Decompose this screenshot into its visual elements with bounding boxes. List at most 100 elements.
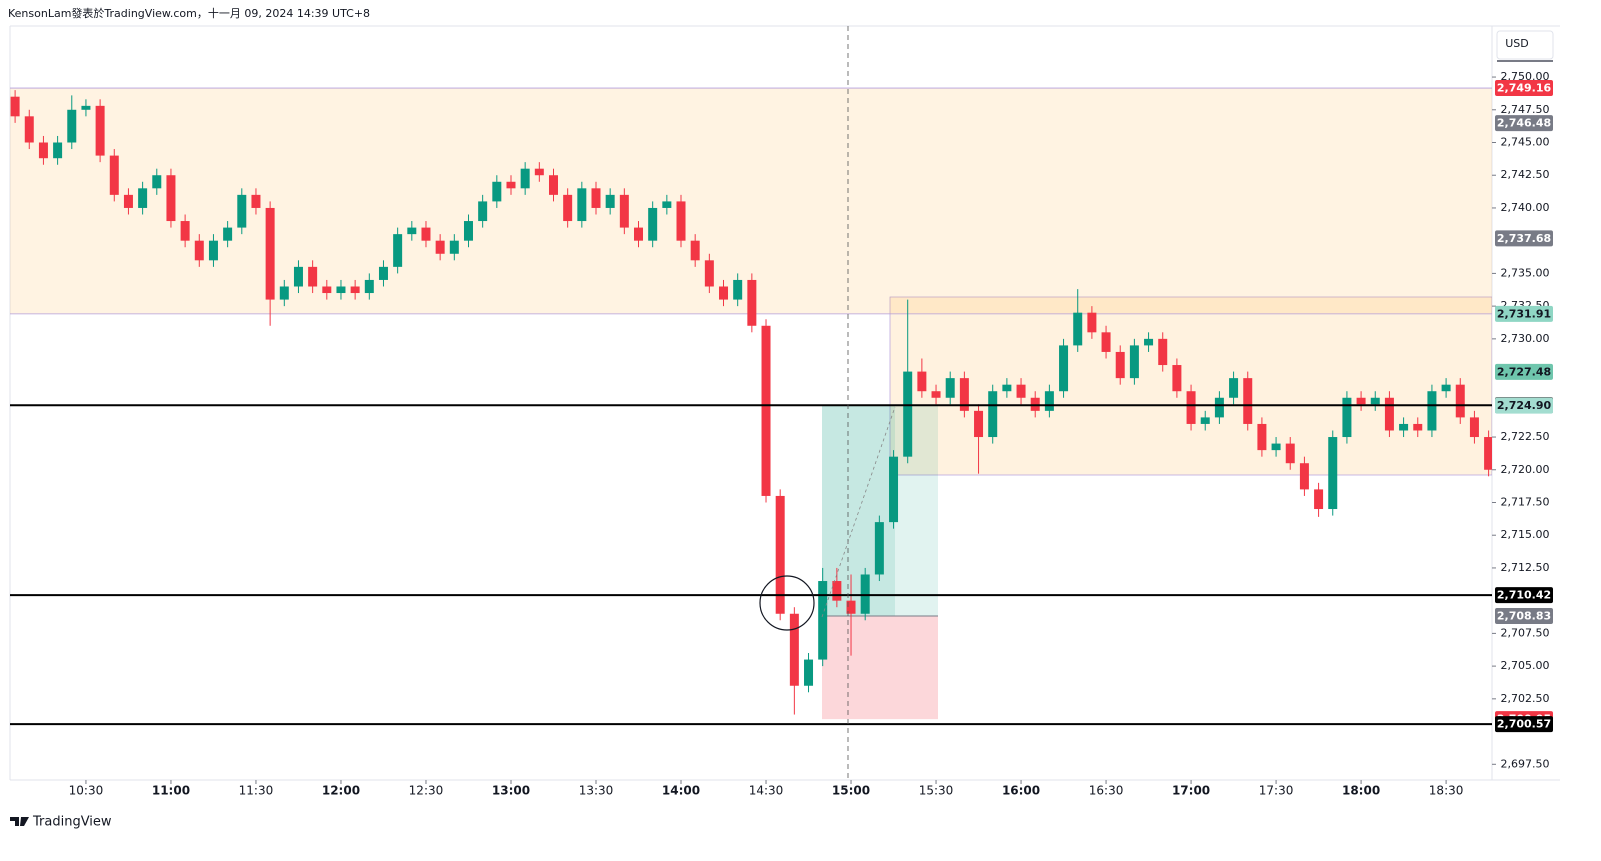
currency-box[interactable]	[1496, 30, 1554, 60]
axes: 2,750.00 2,747.50 2,745.00 2,742.50 2,740.00…	[69, 70, 1553, 798]
candle-body	[1087, 312, 1097, 333]
x-tick-label: 18:30	[1429, 784, 1464, 798]
candle-body	[832, 581, 842, 601]
candle-body	[350, 286, 360, 294]
candle-body	[95, 105, 105, 156]
y-tick-label: 2,717.50	[1501, 495, 1550, 508]
candle-body	[1328, 437, 1338, 510]
candle-body	[1059, 345, 1069, 392]
x-tick-label: 14:30	[749, 784, 784, 798]
candle-body	[761, 325, 771, 496]
candle-body	[1271, 443, 1281, 451]
brand-name: TradingView	[32, 815, 112, 830]
candle-body	[804, 659, 814, 686]
candle-body	[619, 194, 629, 228]
candle-body	[577, 188, 587, 222]
x-tick-label: 11:00	[152, 784, 190, 798]
candle-body	[1172, 365, 1182, 392]
price-label-bg	[1495, 305, 1553, 322]
price-label-bg	[1495, 587, 1553, 604]
x-tick-label: 12:30	[409, 784, 444, 798]
candle-body	[1342, 397, 1352, 438]
annotation-circle	[759, 575, 815, 631]
candle-body	[67, 109, 77, 143]
price-label: 2,700.57	[1497, 718, 1551, 731]
candle-body	[81, 105, 91, 110]
y-tick-label: 2,742.50	[1501, 168, 1550, 181]
price-label: 2,727.48	[1497, 365, 1551, 378]
brand-logo	[10, 817, 29, 826]
candle-body	[648, 207, 658, 241]
candle-body	[1441, 384, 1451, 392]
candle-body	[1484, 437, 1492, 470]
candle-body	[24, 116, 34, 143]
candle-body	[662, 201, 672, 208]
y-tick-label: 2,705.00	[1501, 659, 1550, 672]
candle-body	[138, 188, 148, 208]
candle-body	[1285, 443, 1295, 464]
candle-body	[180, 221, 190, 241]
candles	[10, 90, 1492, 715]
candle-body	[407, 227, 417, 235]
price-label-bg	[1495, 607, 1553, 624]
candle-body	[1469, 417, 1479, 438]
x-tick-label: 13:30	[579, 784, 614, 798]
candle-body	[1427, 391, 1437, 431]
price-label-bg	[1495, 363, 1553, 380]
candle-body	[1144, 338, 1154, 346]
x-tick-label: 12:00	[322, 784, 360, 798]
candle-body	[874, 522, 884, 575]
candle-body	[265, 207, 275, 300]
y-tick-label: 2,730.00	[1501, 332, 1550, 345]
candle-body	[152, 175, 162, 189]
candle-body	[1073, 312, 1083, 346]
price-label: 2,749.16	[1497, 82, 1552, 95]
candle-body	[704, 260, 714, 287]
candle-body	[534, 168, 544, 176]
candle-body	[846, 600, 856, 614]
y-tick-label: 2,712.50	[1501, 561, 1550, 574]
x-tick-label: 10:30	[69, 784, 104, 798]
candle-body	[818, 581, 828, 660]
price-label: 2,710.42	[1497, 589, 1551, 602]
candle-body	[775, 495, 785, 614]
price-label: 2,746.48	[1497, 117, 1551, 130]
x-tick-label: 17:00	[1172, 784, 1210, 798]
y-tick-label: 2,720.00	[1501, 463, 1550, 476]
candle-body	[1299, 463, 1309, 490]
candle-body	[1370, 397, 1380, 405]
price-label-bg	[1495, 80, 1553, 97]
candle-body	[1356, 397, 1366, 405]
candle-body	[194, 240, 204, 261]
candle-body	[1399, 423, 1409, 431]
y-tick-label: 2,715.00	[1501, 528, 1550, 541]
x-tick-label: 14:00	[662, 784, 700, 798]
candle-body	[917, 371, 927, 392]
candle-body	[1158, 338, 1168, 366]
candle-body	[1186, 391, 1196, 424]
candle-body	[10, 96, 20, 117]
candle-body	[1413, 423, 1423, 431]
candle-body	[237, 194, 247, 228]
candle-body	[208, 240, 218, 261]
candle-body	[1257, 423, 1267, 451]
candle-body	[1200, 417, 1210, 424]
candle-body	[1455, 384, 1465, 418]
price-label: 2,708.83	[1497, 609, 1551, 622]
x-tick-label: 18:00	[1342, 784, 1380, 798]
candle-body	[109, 155, 119, 195]
candle-body	[166, 175, 176, 222]
candle-body	[563, 194, 573, 222]
levels	[10, 404, 1492, 726]
candle-body	[378, 266, 388, 280]
candle-body	[634, 227, 644, 241]
y-tick-label: 2,745.00	[1501, 136, 1550, 149]
price-label-bg	[1495, 716, 1553, 733]
position-path	[821, 406, 896, 618]
candle-body	[1101, 332, 1111, 352]
y-tick-label: 2,750.00	[1501, 70, 1550, 83]
candle-body	[974, 410, 984, 438]
y-tick-label: 2,697.50	[1501, 757, 1550, 770]
